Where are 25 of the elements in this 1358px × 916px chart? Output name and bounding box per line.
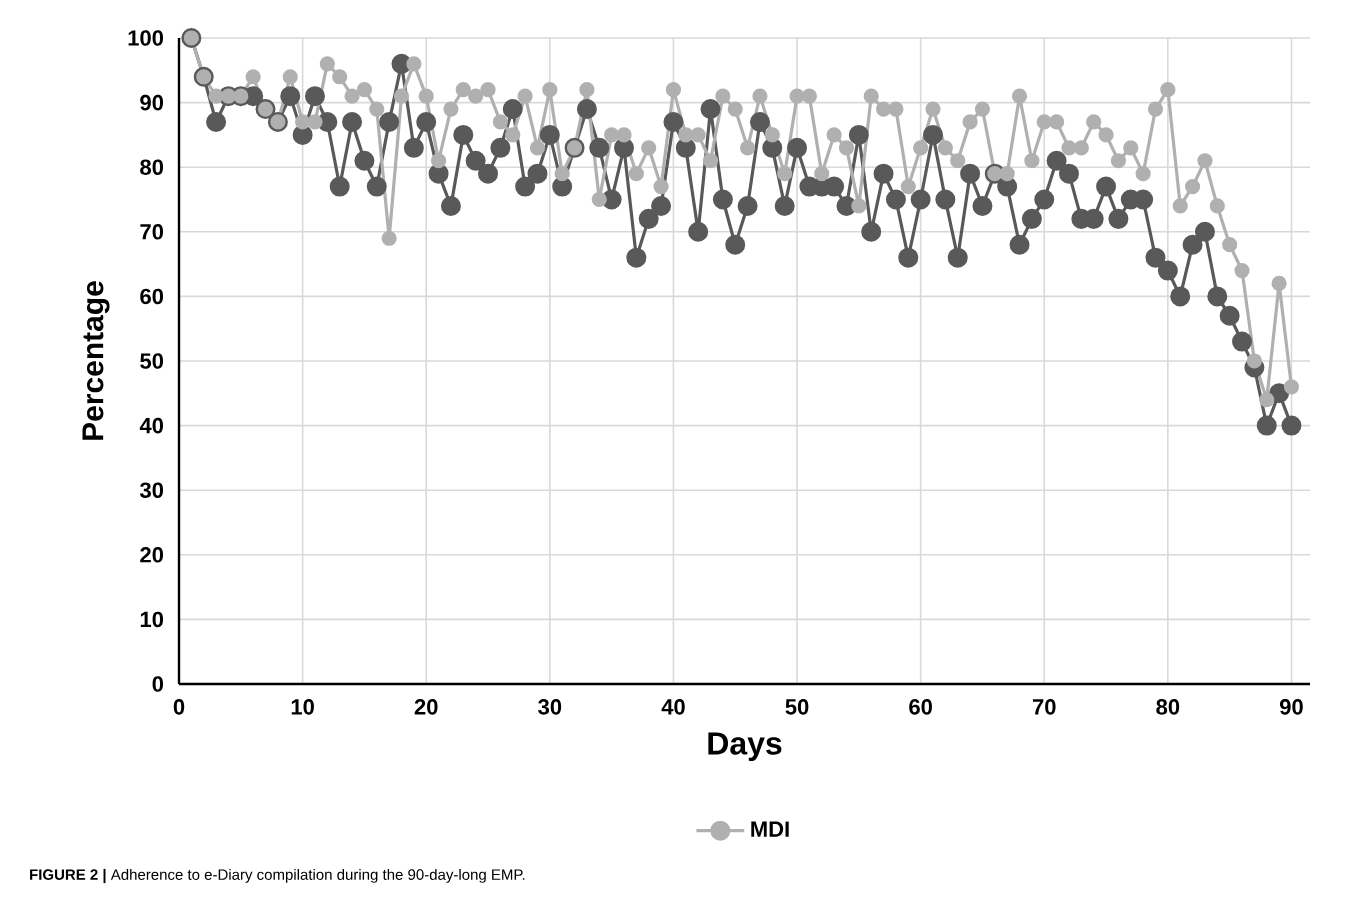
x-axis-title: Days (708, 732, 782, 762)
y-tick-label: 60 (140, 288, 164, 305)
x-tick-label: 80 (1156, 699, 1180, 715)
y-tick-label: 30 (139, 482, 164, 499)
y-tick-label: 0 (152, 676, 164, 692)
x-tick-label: 60 (909, 699, 932, 715)
x-tick-label: 20 (414, 699, 438, 715)
x-tick-label: 0 (173, 699, 185, 715)
x-tick-label: 40 (661, 699, 685, 715)
y-tick-label: 10 (140, 611, 164, 628)
y-tick-label: 50 (140, 353, 164, 369)
x-tick-label: 30 (538, 699, 562, 715)
y-tick-label: 90 (140, 94, 164, 111)
y-tick-label: 70 (140, 224, 164, 240)
x-tick-label: 50 (785, 699, 809, 715)
y-axis-title: Percentage (82, 281, 110, 440)
x-tick-label: 90 (1279, 699, 1303, 715)
y-tick-label: 20 (140, 547, 164, 563)
legend-label: MDI (751, 821, 789, 837)
y-tick-label: 40 (139, 417, 164, 434)
x-tick-label: 70 (1032, 699, 1056, 715)
y-tick-label: 80 (140, 159, 164, 175)
x-tick-label: 10 (291, 699, 314, 715)
y-tick-label: 100 (128, 30, 164, 46)
text: FIGURE 2 | Adherence to e-Diary compilation during the 90-day-long EMP. (30, 868, 525, 884)
